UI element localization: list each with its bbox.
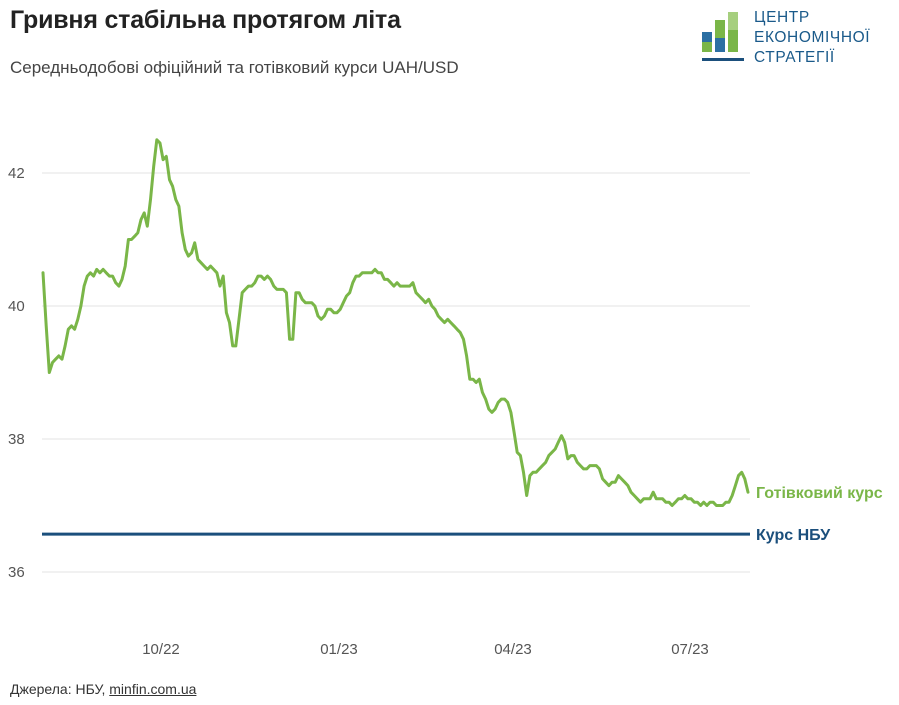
logo-line-1: ЦЕНТР bbox=[754, 9, 810, 26]
x-tick-label: 01/23 bbox=[320, 641, 358, 658]
x-tick-label: 10/22 bbox=[142, 641, 180, 658]
y-tick-label: 42 bbox=[8, 165, 25, 182]
y-tick-label: 40 bbox=[8, 298, 25, 315]
source-link[interactable]: minfin.com.ua bbox=[109, 681, 197, 697]
gridlines bbox=[42, 172, 750, 573]
chart-title: Гривня стабільна протягом літа bbox=[10, 6, 401, 34]
logo: ЦЕНТР ЕКОНОМІЧНОЇ СТРАТЕГІЇ bbox=[700, 8, 890, 68]
series-lines bbox=[41, 138, 750, 536]
series-line-cash bbox=[41, 138, 750, 507]
y-tick-label: 38 bbox=[8, 431, 25, 448]
y-tick-label: 36 bbox=[8, 564, 25, 581]
x-tick-label: 04/23 bbox=[494, 641, 532, 658]
logo-line-3: СТРАТЕГІЇ bbox=[754, 49, 835, 66]
logo-line-2: ЕКОНОМІЧНОЇ bbox=[754, 29, 871, 46]
x-tick-label: 07/23 bbox=[671, 641, 709, 658]
series-label-nbu: Курс НБУ bbox=[756, 527, 831, 544]
series-labels: Готівковий курс Курс НБУ bbox=[756, 485, 883, 544]
logo-text: ЦЕНТР ЕКОНОМІЧНОЇ СТРАТЕГІЇ bbox=[754, 8, 870, 68]
bar-logo-icon bbox=[702, 12, 744, 61]
chart-subtitle: Середньодобові офіційний та готівковий к… bbox=[10, 58, 459, 77]
x-axis-ticks: 10/22 01/23 04/23 07/23 bbox=[142, 641, 709, 658]
source-note: Джерела: НБУ, minfin.com.ua bbox=[10, 681, 196, 697]
series-label-cash: Готівковий курс bbox=[756, 485, 883, 502]
y-axis-ticks: 36 38 40 42 bbox=[8, 165, 25, 581]
source-prefix: Джерела: НБУ, bbox=[10, 681, 110, 697]
